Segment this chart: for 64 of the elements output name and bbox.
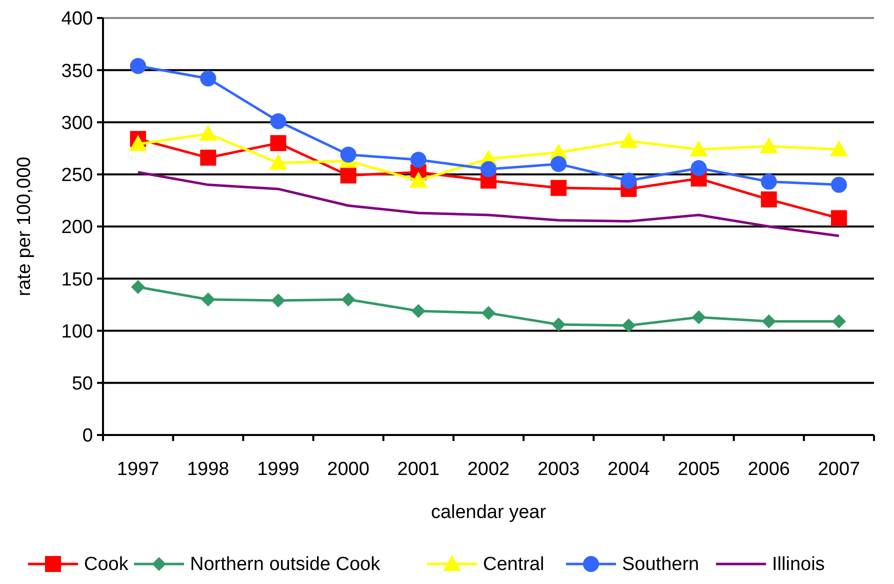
x-axis-title: calendar year [430,502,547,523]
point [692,310,706,324]
point [130,58,146,74]
point [690,160,707,176]
point [620,132,638,148]
point [760,174,777,190]
y-tick-label: 300 [61,112,93,134]
point [269,154,288,170]
point [270,135,286,152]
point [341,292,356,306]
point [409,172,428,188]
legend-label: Cook [84,554,129,575]
y-tick-label: 350 [61,60,93,82]
x-tick-label: 2006 [748,459,790,480]
x-tick-label: 2003 [537,459,580,480]
x-tick-label: 2002 [467,459,510,480]
point [340,167,356,184]
y-tick-label: 0 [82,426,93,447]
point [131,280,146,294]
point [200,150,216,166]
y-tick-label: 50 [72,374,93,395]
point [550,180,567,196]
point [271,294,286,308]
point [411,304,426,318]
point [760,137,778,154]
point [830,140,848,156]
x-tick-label: 2007 [818,459,860,480]
y-tick-label: 100 [61,321,93,342]
x-tick-label: 1999 [257,459,300,480]
x-tick-label: 2004 [608,459,650,480]
x-tick-label: 1997 [116,459,160,480]
point [129,135,148,152]
point [762,314,776,328]
x-tick-label: 2005 [678,459,720,480]
y-tick-label: 250 [61,165,93,186]
y-axis-title: rate per 100,000 [14,156,35,296]
y-tick-label: 150 [61,269,93,290]
legend-label: Southern [622,554,700,575]
point [760,191,777,208]
y-tick-label: 200 [61,217,93,238]
point [622,318,636,333]
point [552,317,566,332]
point [690,140,708,156]
point [550,156,567,172]
point [830,210,847,226]
x-tick-label: 2001 [397,459,440,480]
point [482,306,496,320]
legend-label: Central [483,554,544,575]
point [199,124,218,141]
point [410,152,426,168]
line-series [136,171,840,238]
y-tick-label: 400 [61,8,93,30]
point [830,176,847,193]
legend-label: Illinois [772,554,825,575]
point [340,146,356,163]
x-tick-label: 2000 [327,459,370,480]
point [201,292,216,306]
point [480,161,496,178]
x-tick-label: 1998 [186,459,230,480]
point [200,70,216,86]
legend-label: Northern outside Cook [190,554,381,575]
point [620,172,637,189]
point [270,113,286,130]
point [832,314,846,328]
